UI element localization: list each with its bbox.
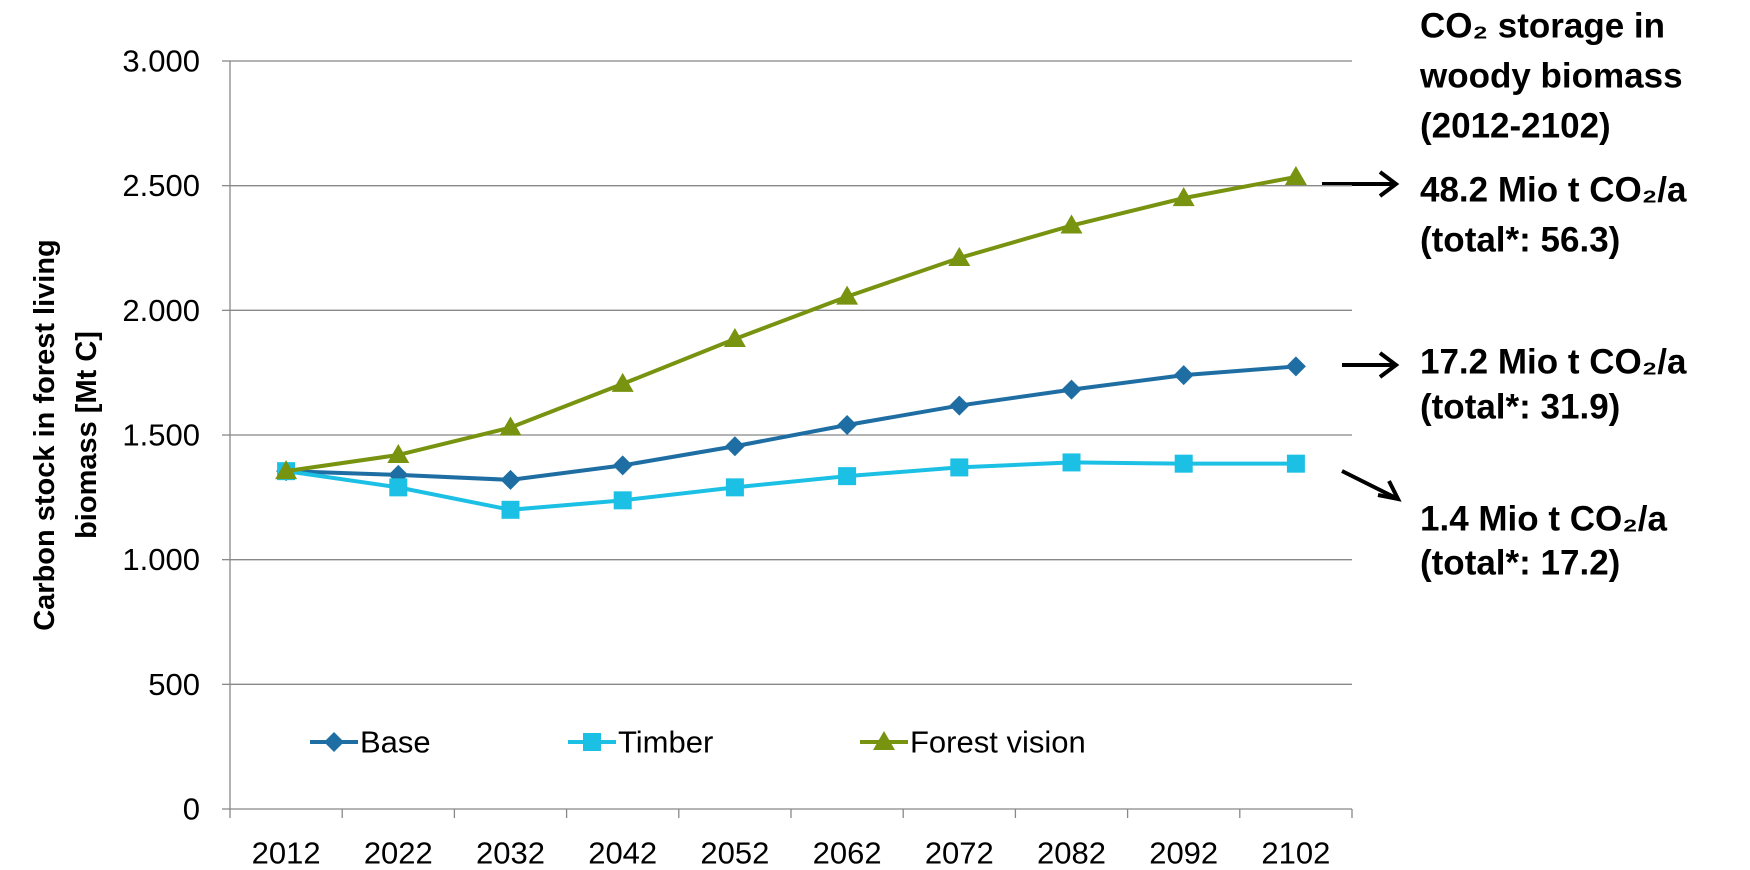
arrow-head (1377, 480, 1402, 502)
data-point (275, 460, 298, 480)
series-line (285, 174, 1297, 474)
data-point (723, 328, 746, 348)
annotation: 48.2 Mio t CO₂/a (1420, 171, 1687, 210)
x-tick-label: 2072 (925, 836, 994, 870)
data-point (387, 443, 410, 463)
legend-label: Timber (618, 725, 713, 760)
legend-marker (324, 732, 344, 752)
data-point (613, 491, 632, 510)
y-tick-label: 1.500 (122, 418, 200, 453)
legend-label: Forest vision (910, 725, 1086, 760)
legend-marker (873, 731, 895, 750)
y-axis-title: Carbon stock in forest living (29, 239, 61, 631)
data-point (948, 246, 971, 266)
y-tick-label: 0 (183, 792, 200, 827)
y-tick-label: 2.000 (122, 293, 200, 328)
x-tick-label: 2102 (1261, 836, 1330, 870)
data-point (1061, 379, 1082, 400)
annotation-header: woody biomass (1419, 57, 1683, 96)
annotation: (total*: 17.2) (1420, 544, 1620, 583)
annotation-header: CO₂ storage in (1420, 7, 1665, 46)
data-point (1062, 453, 1081, 472)
arrow (1341, 469, 1397, 500)
series-line (286, 364, 1297, 482)
data-point (389, 478, 408, 497)
data-point (1285, 356, 1306, 377)
series-line (285, 460, 1296, 512)
data-point (612, 455, 633, 476)
x-tick-label: 2082 (1037, 836, 1106, 870)
data-point (1173, 365, 1194, 386)
data-point (1286, 454, 1305, 473)
annotation: 17.2 Mio t CO₂/a (1420, 343, 1687, 382)
x-tick-label: 2012 (252, 836, 321, 870)
legend-label: Base (360, 725, 431, 760)
annotation: (total*: 31.9) (1420, 388, 1620, 427)
data-point (950, 458, 969, 477)
annotation-header: (2012-2102) (1420, 107, 1611, 146)
x-tick-label: 2032 (476, 836, 545, 870)
annotation: 1.4 Mio t CO₂/a (1420, 500, 1668, 539)
arrow-head (1378, 351, 1400, 379)
legend-marker (583, 733, 601, 751)
data-point (725, 478, 744, 497)
y-tick-label: 2.500 (122, 168, 200, 203)
data-point (611, 372, 634, 392)
data-point (1060, 214, 1083, 234)
annotation: (total*: 56.3) (1420, 221, 1620, 260)
y-tick-label: 1.000 (122, 542, 200, 577)
y-axis-title: biomass [Mt C] (71, 331, 103, 539)
data-point (838, 467, 857, 486)
data-point (1174, 454, 1193, 473)
data-point (836, 285, 859, 305)
data-point (837, 415, 858, 436)
x-tick-label: 2062 (813, 836, 882, 870)
x-tick-label: 2052 (700, 836, 769, 870)
data-point (724, 436, 745, 457)
arrow-head (1378, 170, 1400, 198)
data-point (949, 395, 970, 416)
data-point (1172, 187, 1195, 207)
data-point (500, 469, 521, 490)
y-tick-label: 500 (148, 667, 200, 702)
data-point (1284, 165, 1307, 185)
x-tick-label: 2092 (1149, 836, 1218, 870)
data-point (501, 500, 520, 519)
x-tick-label: 2022 (364, 836, 433, 870)
x-tick-label: 2042 (588, 836, 657, 870)
data-point (499, 416, 522, 436)
y-tick-label: 3.000 (122, 44, 200, 79)
